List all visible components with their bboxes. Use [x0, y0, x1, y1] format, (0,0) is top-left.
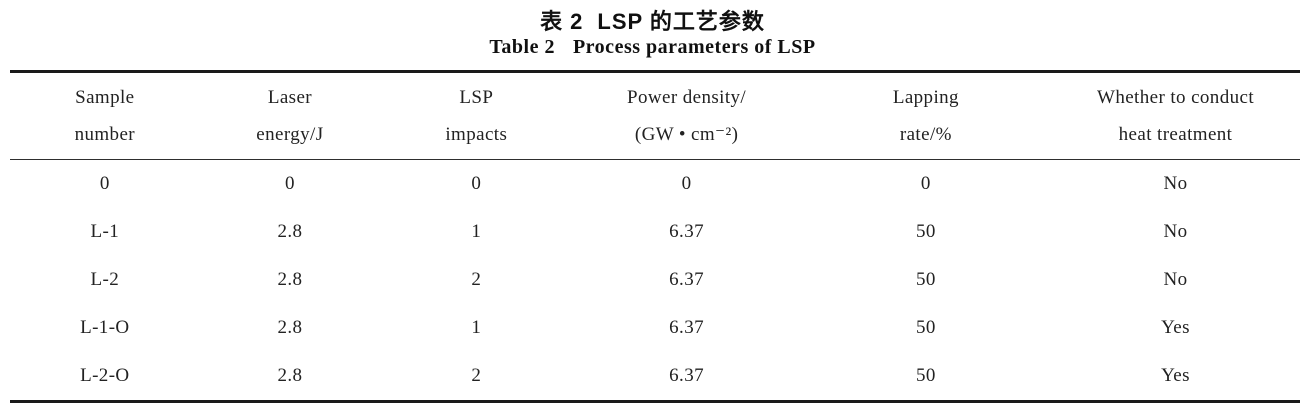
table-cell-impacts: 2	[471, 365, 482, 386]
table-cell-energy: 2.8	[277, 269, 303, 290]
header-line: Lapping	[892, 87, 959, 108]
table-row: 0 0 0 0 0 No	[10, 160, 1300, 209]
table-cell-power-density: 6.37	[669, 269, 705, 290]
header-line: Laser	[267, 87, 313, 108]
header-line: LSP	[459, 87, 494, 108]
table-cell-impacts: 2	[471, 269, 482, 290]
table-cell-lapping-rate: 50	[915, 269, 936, 290]
col-header-laser-energy: Laser energy/J	[200, 72, 381, 160]
header-line: Power density/	[627, 87, 747, 108]
table-row: L-1 2.8 1 6.37 50 No	[10, 208, 1300, 256]
header-line: impacts	[445, 124, 508, 145]
table-cell-power-density: 0	[681, 173, 692, 194]
table-cell-impacts: 0	[471, 173, 482, 194]
header-line: (GW • cm⁻²)	[634, 124, 739, 145]
table-cell-sample: L-1	[90, 221, 120, 242]
table-cell-power-density: 6.37	[669, 365, 705, 386]
table-cell-sample: L-1-O	[80, 317, 130, 338]
col-header-power-density: Power density/ (GW • cm⁻²)	[572, 72, 800, 160]
caption-zh-label: 表 2	[540, 9, 584, 34]
table-cell-lapping-rate: 0	[920, 173, 931, 194]
table-cell-lapping-rate: 50	[915, 365, 936, 386]
table-cell-sample: 0	[99, 173, 110, 194]
header-line: Whether to conduct	[1096, 87, 1255, 108]
table-cell-power-density: 6.37	[669, 317, 705, 338]
table-cell-lapping-rate: 50	[915, 317, 936, 338]
table-cell-impacts: 1	[471, 317, 482, 338]
table-cell-energy: 2.8	[277, 221, 303, 242]
table-row: L-2-O 2.8 2 6.37 50 Yes	[10, 352, 1300, 402]
table-caption-zh: 表 2 LSP 的工艺参数	[0, 4, 1305, 36]
header-row: Sample number Laser energy/J LSP impacts…	[10, 72, 1300, 160]
caption-en-text: Process parameters of LSP	[572, 36, 816, 58]
table-cell-energy: 0	[284, 173, 295, 194]
table-cell-energy: 2.8	[277, 317, 303, 338]
header-line: energy/J	[256, 124, 324, 145]
table-cell-sample: L-2	[90, 269, 120, 290]
process-parameters-table: Sample number Laser energy/J LSP impacts…	[10, 70, 1300, 403]
header-line: Sample	[75, 87, 135, 108]
table-row: L-1-O 2.8 1 6.37 50 Yes	[10, 304, 1300, 352]
header-line: number	[74, 124, 136, 145]
col-header-heat-treatment: Whether to conduct heat treatment	[1051, 72, 1300, 160]
table-cell-heat-treatment: No	[1163, 221, 1188, 242]
caption-en-label: Table 2	[489, 36, 555, 58]
table-cell-sample: L-2-O	[80, 365, 130, 386]
col-header-sample-number: Sample number	[10, 72, 200, 160]
caption-zh-text: LSP 的工艺参数	[597, 9, 765, 34]
table-cell-heat-treatment: Yes	[1161, 317, 1190, 338]
table-caption-en: Table 2 Process parameters of LSP	[0, 36, 1305, 59]
col-header-lsp-impacts: LSP impacts	[380, 72, 572, 160]
table-cell-heat-treatment: No	[1163, 269, 1188, 290]
header-line: heat treatment	[1118, 124, 1233, 145]
table-cell-impacts: 1	[471, 221, 482, 242]
table-cell-power-density: 6.37	[669, 221, 705, 242]
table-cell-heat-treatment: Yes	[1161, 365, 1190, 386]
table-row: L-2 2.8 2 6.37 50 No	[10, 256, 1300, 304]
table-cell-heat-treatment: No	[1163, 173, 1188, 194]
table-cell-energy: 2.8	[277, 365, 303, 386]
header-line: rate/%	[899, 124, 952, 145]
table-cell-lapping-rate: 50	[915, 221, 936, 242]
col-header-lapping-rate: Lapping rate/%	[801, 72, 1051, 160]
